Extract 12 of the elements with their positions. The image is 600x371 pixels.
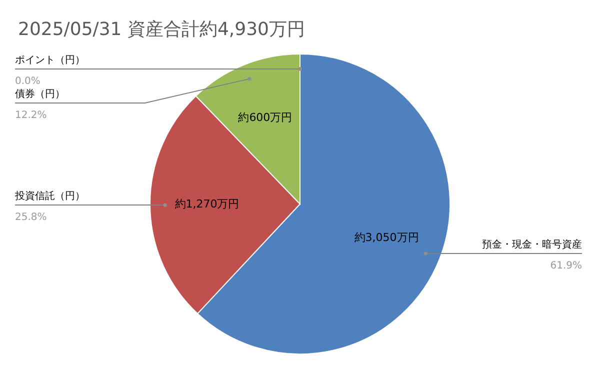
text: 約3,050万円 xyxy=(354,231,419,244)
data-label: 12.2% xyxy=(15,110,47,121)
slice-label: 債券（円） xyxy=(15,88,65,100)
text: 約1,270万円 xyxy=(174,198,240,211)
category-label: ポイント（円） xyxy=(15,55,85,66)
data-label: 25.8% xyxy=(15,212,47,224)
data-label: 61.9% xyxy=(550,260,582,272)
chart-title: 2025/05/31 資産合計約4,930万円 xyxy=(18,19,305,40)
text: 約600万円 xyxy=(238,110,292,124)
slice-label: 投資信託（円） xyxy=(14,190,85,202)
slice-label: 預金・現金・暗号資産 xyxy=(482,238,582,251)
text: 0.0% xyxy=(15,76,40,87)
